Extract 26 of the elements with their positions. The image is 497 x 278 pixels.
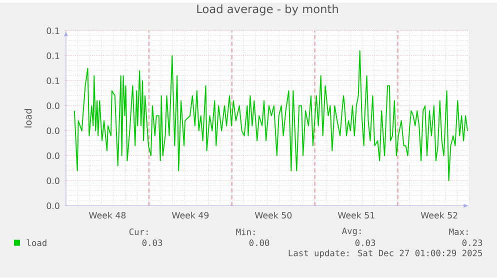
text: 0.23 bbox=[462, 240, 482, 246]
y-tick-label: 0.0 bbox=[46, 102, 60, 110]
y-tick-label: 0.1 bbox=[46, 52, 60, 60]
chart-title: Load average - by month bbox=[197, 4, 338, 16]
y-tick-label: 0.0 bbox=[46, 178, 60, 184]
y-tick-label: 0.1 bbox=[46, 78, 60, 84]
text: Cur: bbox=[129, 228, 148, 236]
line-series bbox=[74, 50, 468, 182]
text: Avg: bbox=[342, 228, 361, 236]
y-tick-label: 0.1 bbox=[46, 28, 60, 34]
y-tick-label: 0.0 bbox=[46, 128, 60, 134]
y-axis-title: load bbox=[24, 109, 32, 128]
x-tick-label: Week 50 bbox=[254, 212, 292, 219]
x-tick-label: Week 52 bbox=[420, 212, 458, 219]
text: Last update: Sat Dec 27 01:00:29 2025 bbox=[288, 250, 482, 258]
x-tick-label: Week 48 bbox=[89, 212, 126, 219]
y-tick-label: 0.0 bbox=[46, 152, 60, 160]
text: 0.03 bbox=[355, 240, 376, 246]
text: 0.00 bbox=[249, 240, 270, 246]
x-tick-label: Week 49 bbox=[172, 212, 209, 219]
x-tick-label: Week 51 bbox=[338, 212, 374, 219]
text: 0.03 bbox=[142, 240, 162, 246]
y-tick-label: 0.0 bbox=[46, 202, 60, 210]
text: Max: bbox=[449, 228, 468, 236]
legend-label: load bbox=[26, 240, 46, 246]
text: Min: bbox=[236, 228, 255, 236]
